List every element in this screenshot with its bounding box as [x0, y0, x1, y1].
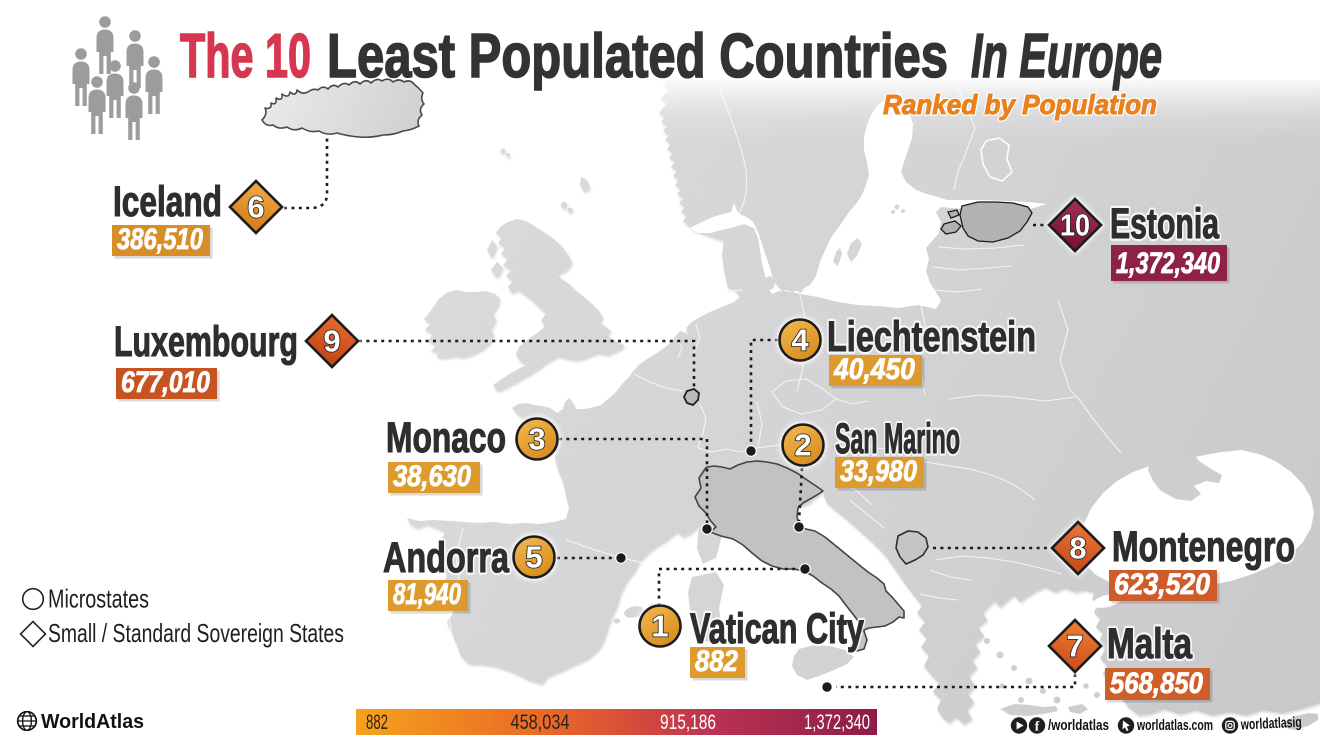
svg-text:Monaco: Monaco — [386, 414, 506, 462]
svg-text:Vatican City: Vatican City — [690, 605, 864, 653]
svg-text:568,850: 568,850 — [1110, 667, 1203, 700]
svg-text:5: 5 — [525, 540, 542, 575]
svg-text:Montenegro: Montenegro — [1112, 523, 1295, 571]
svg-text:38,630: 38,630 — [393, 460, 471, 493]
svg-text:33,980: 33,980 — [840, 455, 917, 488]
svg-text:worldatlasig: worldatlasig — [1240, 714, 1302, 734]
svg-text:458,034: 458,034 — [511, 711, 570, 734]
svg-text:915,186: 915,186 — [660, 711, 716, 734]
svg-text:7: 7 — [1066, 629, 1083, 664]
svg-text:4: 4 — [791, 323, 809, 358]
svg-text:882: 882 — [366, 711, 388, 734]
svg-text:worldatlas.com: worldatlas.com — [1136, 717, 1213, 734]
svg-text:Estonia: Estonia — [1110, 200, 1220, 248]
svg-text:623,520: 623,520 — [1114, 568, 1210, 601]
svg-text:Ranked by Population: Ranked by Population — [883, 89, 1157, 120]
svg-text:Iceland: Iceland — [113, 178, 222, 226]
svg-text:Luxembourg: Luxembourg — [114, 318, 298, 366]
svg-text:1,372,340: 1,372,340 — [804, 711, 870, 734]
svg-text:Iceland: Iceland — [113, 178, 222, 226]
svg-text:/worldatlas: /worldatlas — [1048, 717, 1109, 734]
svg-text:The 10: The 10 — [180, 22, 311, 91]
svg-text:386,510: 386,510 — [117, 223, 203, 256]
svg-text:10: 10 — [1060, 208, 1090, 243]
svg-text:Monaco: Monaco — [386, 414, 506, 462]
svg-text:Liechtenstein: Liechtenstein — [827, 313, 1036, 361]
svg-text:WorldAtlas: WorldAtlas — [41, 711, 144, 733]
svg-text:6: 6 — [247, 190, 264, 225]
svg-text:Malta: Malta — [1107, 620, 1193, 668]
svg-text:2: 2 — [794, 428, 811, 463]
svg-text:81,940: 81,940 — [393, 578, 461, 611]
svg-text:Andorra: Andorra — [383, 534, 510, 582]
svg-text:San Marino: San Marino — [835, 415, 960, 463]
svg-text:f: f — [1035, 719, 1040, 734]
svg-text:1: 1 — [651, 609, 668, 644]
svg-text:In Europe: In Europe — [971, 22, 1162, 91]
svg-text:Least Populated Countries: Least Populated Countries — [327, 22, 948, 91]
svg-text:3: 3 — [528, 422, 545, 457]
svg-text:8: 8 — [1069, 531, 1086, 566]
svg-text:1,372,340: 1,372,340 — [1116, 247, 1220, 280]
svg-text:Microstates: Microstates — [48, 584, 149, 614]
svg-text:Vatican City: Vatican City — [690, 605, 864, 653]
svg-text:Montenegro: Montenegro — [1112, 523, 1295, 571]
svg-text:Estonia: Estonia — [1110, 200, 1220, 248]
svg-text:40,450: 40,450 — [833, 353, 915, 386]
svg-text:Malta: Malta — [1107, 620, 1193, 668]
svg-text:Small / Standard Sovereign Sta: Small / Standard Sovereign States — [48, 618, 344, 648]
svg-text:Andorra: Andorra — [383, 534, 510, 582]
svg-text:882: 882 — [695, 645, 738, 678]
svg-text:Luxembourg: Luxembourg — [114, 318, 298, 366]
svg-text:677,010: 677,010 — [121, 366, 210, 399]
svg-text:San Marino: San Marino — [835, 415, 960, 463]
svg-text:Ranked by Population: Ranked by Population — [883, 89, 1157, 120]
svg-text:9: 9 — [323, 324, 340, 359]
svg-text:Liechtenstein: Liechtenstein — [827, 313, 1036, 361]
